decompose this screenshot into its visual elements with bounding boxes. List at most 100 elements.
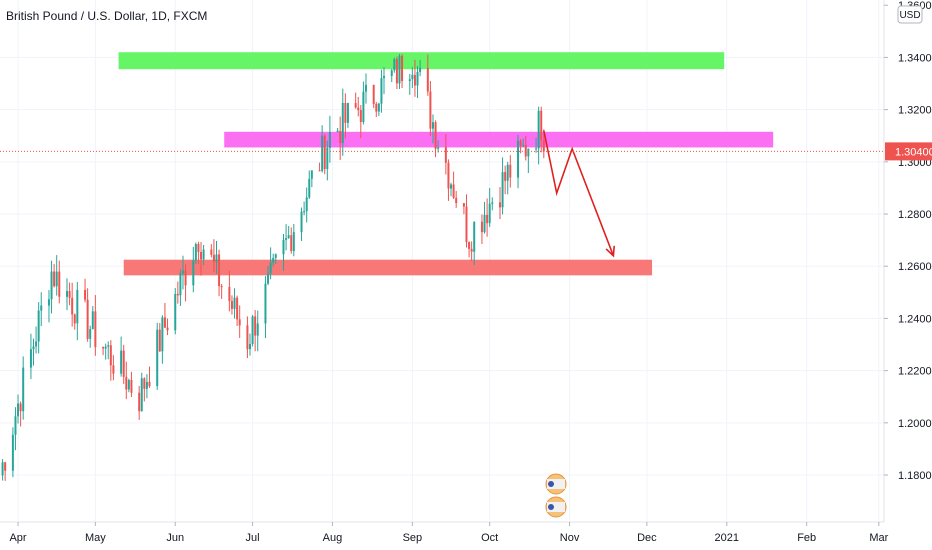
candle — [238, 305, 241, 338]
candle — [55, 255, 58, 296]
candle — [130, 371, 133, 398]
candle — [303, 201, 306, 216]
candle — [328, 115, 331, 163]
candle — [53, 264, 56, 288]
candle — [228, 270, 231, 312]
candle — [125, 361, 128, 400]
candle — [462, 203, 465, 215]
time-tick-label: Oct — [481, 532, 498, 544]
candle — [527, 148, 530, 174]
candle — [17, 394, 20, 424]
candle — [50, 260, 53, 314]
candle — [480, 214, 483, 245]
candle — [163, 302, 166, 329]
candle — [305, 187, 308, 223]
candle — [192, 246, 195, 293]
candle — [94, 295, 97, 356]
candle — [455, 191, 458, 208]
candle — [161, 315, 164, 364]
candle — [256, 310, 259, 352]
time-tick-label: Jul — [246, 532, 260, 544]
candle — [292, 223, 295, 257]
candle — [71, 282, 74, 327]
price-tick-label: 1.22000 — [898, 366, 932, 378]
candle — [4, 461, 7, 481]
currency-button[interactable]: USD — [897, 5, 923, 24]
candle — [354, 92, 357, 109]
candle — [68, 282, 71, 306]
candle — [486, 198, 489, 237]
candle — [498, 187, 501, 220]
candle — [504, 165, 507, 195]
candle — [11, 427, 14, 478]
candle — [401, 54, 404, 89]
candle — [274, 253, 277, 264]
candle — [321, 125, 324, 173]
zone-resistance[interactable] — [118, 52, 725, 70]
candle — [143, 377, 146, 402]
candle — [181, 255, 184, 290]
candle — [323, 134, 326, 175]
candle — [383, 67, 386, 95]
candle — [220, 283, 223, 299]
zone-pivot[interactable] — [224, 131, 774, 148]
candle — [372, 84, 375, 109]
candle — [357, 96, 360, 117]
candle — [73, 313, 76, 330]
time-tick-label: Mar — [869, 532, 888, 544]
candle — [148, 366, 151, 388]
candle — [22, 356, 25, 420]
candle — [535, 137, 538, 153]
candle-series — [1, 53, 545, 481]
currency-label: USD — [899, 10, 920, 21]
candle — [519, 139, 522, 154]
candle — [140, 372, 143, 412]
time-tick-label: Feb — [797, 532, 816, 544]
candle — [444, 134, 447, 175]
price-axis[interactable]: 1.18000 1.20000 1.22000 1.24000 1.26000 1.280… — [883, 0, 932, 522]
candle — [76, 282, 79, 341]
candle — [437, 140, 440, 153]
time-axis[interactable]: Apr May Jun Jul Aug Sep Oct Nov Dec 2021 Feb Mar — [0, 521, 889, 544]
zone-rectangles — [118, 52, 774, 276]
candle — [138, 385, 141, 420]
time-tick-label: Nov — [560, 532, 580, 544]
candle — [145, 374, 148, 399]
candle — [251, 314, 254, 347]
candle — [109, 340, 112, 381]
candle — [408, 73, 411, 95]
candle — [174, 288, 177, 335]
time-tick-label: Dec — [637, 532, 657, 544]
candle — [120, 336, 123, 377]
time-tick-label: Aug — [323, 532, 343, 544]
candle — [14, 407, 17, 451]
candle — [264, 275, 267, 339]
candle — [290, 227, 293, 254]
price-tick-label: 1.34000 — [898, 52, 932, 64]
candle — [287, 226, 290, 239]
candle — [166, 318, 169, 336]
candle — [184, 264, 187, 302]
candle — [210, 244, 213, 258]
candle — [468, 241, 471, 258]
candle — [310, 170, 313, 188]
candle — [122, 344, 125, 384]
events-icon[interactable] — [545, 473, 567, 518]
price-tick-label: 1.24000 — [898, 313, 932, 325]
candle — [104, 343, 107, 360]
time-tick-label: Apr — [9, 532, 26, 544]
projection-path[interactable] — [543, 130, 615, 257]
candle — [426, 54, 429, 96]
candle — [362, 81, 365, 125]
candle — [285, 224, 288, 251]
candle — [233, 288, 236, 319]
candle — [473, 221, 476, 266]
candle — [1, 459, 4, 481]
current-price-badge — [885, 142, 932, 161]
candle — [344, 93, 347, 139]
candle — [267, 265, 270, 286]
candle — [236, 295, 239, 326]
candle — [377, 102, 380, 116]
zone-support[interactable] — [123, 259, 653, 276]
